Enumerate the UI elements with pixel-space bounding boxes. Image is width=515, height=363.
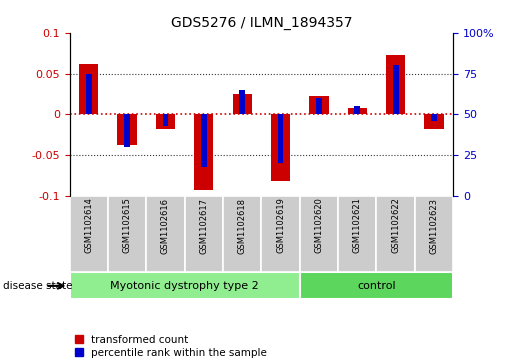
FancyBboxPatch shape xyxy=(108,196,146,272)
Bar xyxy=(201,114,207,167)
FancyBboxPatch shape xyxy=(261,196,300,272)
Bar xyxy=(354,106,360,114)
Bar xyxy=(156,114,175,129)
Bar xyxy=(278,114,283,163)
Bar xyxy=(393,65,399,114)
Title: GDS5276 / ILMN_1894357: GDS5276 / ILMN_1894357 xyxy=(170,16,352,30)
Bar xyxy=(271,114,290,182)
Bar xyxy=(386,55,405,114)
FancyBboxPatch shape xyxy=(223,196,261,272)
Bar xyxy=(86,74,92,114)
Bar xyxy=(310,97,329,114)
Text: GSM1102618: GSM1102618 xyxy=(238,197,247,253)
Bar xyxy=(431,114,437,121)
FancyBboxPatch shape xyxy=(338,196,376,272)
Text: GSM1102623: GSM1102623 xyxy=(430,197,438,253)
Bar xyxy=(124,114,130,147)
Bar xyxy=(194,114,213,190)
Bar xyxy=(117,114,136,146)
Text: GSM1102616: GSM1102616 xyxy=(161,197,170,253)
Text: GSM1102620: GSM1102620 xyxy=(315,197,323,253)
Bar xyxy=(163,114,168,126)
FancyBboxPatch shape xyxy=(184,196,223,272)
Text: GSM1102614: GSM1102614 xyxy=(84,197,93,253)
Bar xyxy=(79,64,98,114)
Text: GSM1102619: GSM1102619 xyxy=(276,197,285,253)
Bar xyxy=(348,108,367,114)
Text: disease state: disease state xyxy=(3,281,72,291)
FancyBboxPatch shape xyxy=(376,196,415,272)
FancyBboxPatch shape xyxy=(300,196,338,272)
Text: GSM1102617: GSM1102617 xyxy=(199,197,208,253)
Text: GSM1102621: GSM1102621 xyxy=(353,197,362,253)
Bar xyxy=(239,90,245,114)
FancyBboxPatch shape xyxy=(70,196,108,272)
Bar xyxy=(233,94,252,114)
Bar xyxy=(424,114,443,129)
FancyBboxPatch shape xyxy=(146,196,184,272)
Text: GSM1102615: GSM1102615 xyxy=(123,197,131,253)
Text: Myotonic dystrophy type 2: Myotonic dystrophy type 2 xyxy=(110,281,259,291)
FancyBboxPatch shape xyxy=(415,196,453,272)
Text: GSM1102622: GSM1102622 xyxy=(391,197,400,253)
Text: control: control xyxy=(357,281,396,291)
FancyBboxPatch shape xyxy=(300,272,453,299)
Legend: transformed count, percentile rank within the sample: transformed count, percentile rank withi… xyxy=(75,335,267,358)
Bar xyxy=(316,98,322,114)
FancyBboxPatch shape xyxy=(70,272,300,299)
